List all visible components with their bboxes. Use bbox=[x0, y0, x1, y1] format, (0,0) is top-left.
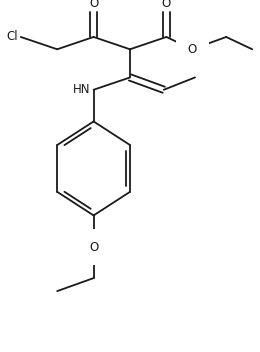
Text: O: O bbox=[162, 0, 171, 10]
Text: O: O bbox=[89, 0, 98, 10]
Text: HN: HN bbox=[73, 83, 90, 96]
Text: Cl: Cl bbox=[6, 31, 18, 43]
Text: O: O bbox=[188, 43, 197, 56]
Text: O: O bbox=[89, 241, 98, 253]
